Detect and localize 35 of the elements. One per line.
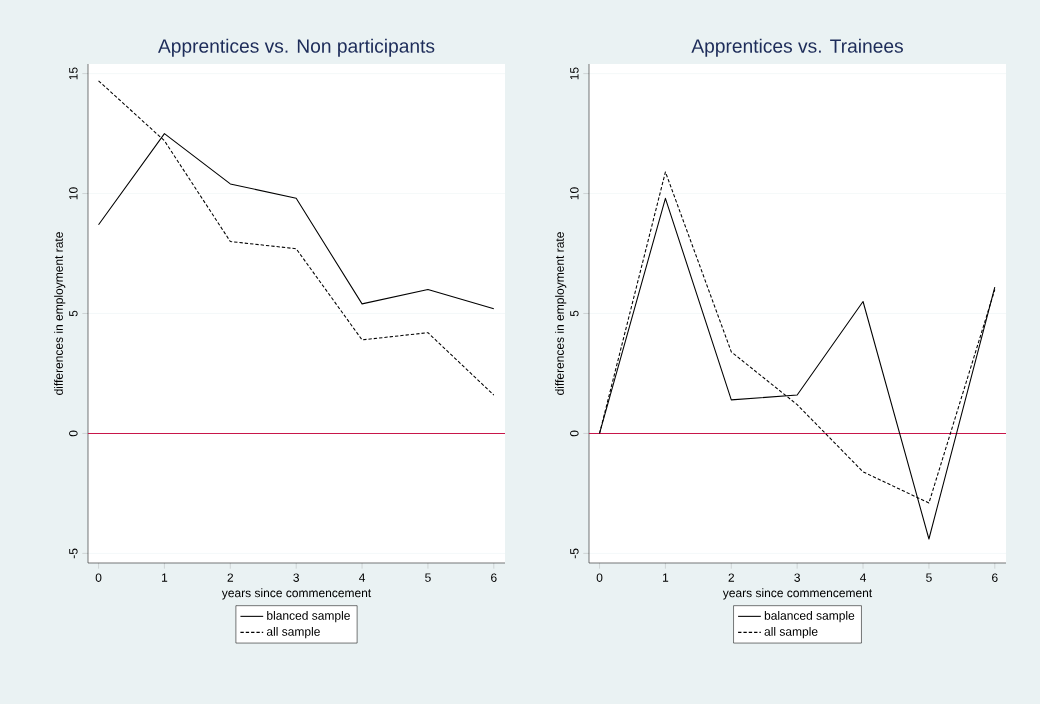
x-axis-title: years since commencement xyxy=(221,588,372,600)
y-tick-label: 0 xyxy=(570,430,579,437)
y-tick-label: 15 xyxy=(570,67,579,80)
x-axis-title: years since commencement xyxy=(722,588,873,600)
y-axis-title: differences in employment rate xyxy=(555,232,567,395)
chart-title: Apprentices vs. Trainees xyxy=(691,38,903,57)
y-tick-label: 5 xyxy=(69,310,78,317)
chart-title: Apprentices vs. Non participants xyxy=(158,38,435,57)
y-tick-label: -5 xyxy=(570,548,579,559)
x-tick-label: 5 xyxy=(425,573,431,582)
x-tick-label: 2 xyxy=(227,573,234,582)
x-tick-label: 3 xyxy=(293,573,299,582)
y-tick-label: -5 xyxy=(69,548,78,559)
y-axis-title: differences in employment rate xyxy=(54,232,66,395)
x-tick-label: 4 xyxy=(859,573,867,582)
y-tick-label: 10 xyxy=(570,187,579,200)
x-tick-label: 4 xyxy=(358,573,366,582)
y-tick-label: 10 xyxy=(69,187,78,200)
line-series xyxy=(98,80,495,396)
y-tick-label: 0 xyxy=(69,430,78,437)
x-tick-label: 0 xyxy=(95,573,102,582)
x-tick-label: 1 xyxy=(162,573,168,582)
x-tick-label: 1 xyxy=(663,573,669,582)
legend-label: blanced sample xyxy=(267,611,350,623)
x-tick-label: 6 xyxy=(491,573,497,582)
x-tick-label: 0 xyxy=(596,573,603,582)
legend-label: all sample xyxy=(266,627,320,639)
legend-label: all sample xyxy=(764,627,818,639)
legend-label: balanced sample xyxy=(764,611,855,623)
y-tick-label: 5 xyxy=(570,310,579,317)
x-tick-label: 3 xyxy=(794,573,800,582)
x-tick-label: 2 xyxy=(728,573,735,582)
x-tick-label: 6 xyxy=(992,573,998,582)
x-tick-label: 5 xyxy=(926,573,932,582)
y-tick-label: 15 xyxy=(69,67,78,80)
